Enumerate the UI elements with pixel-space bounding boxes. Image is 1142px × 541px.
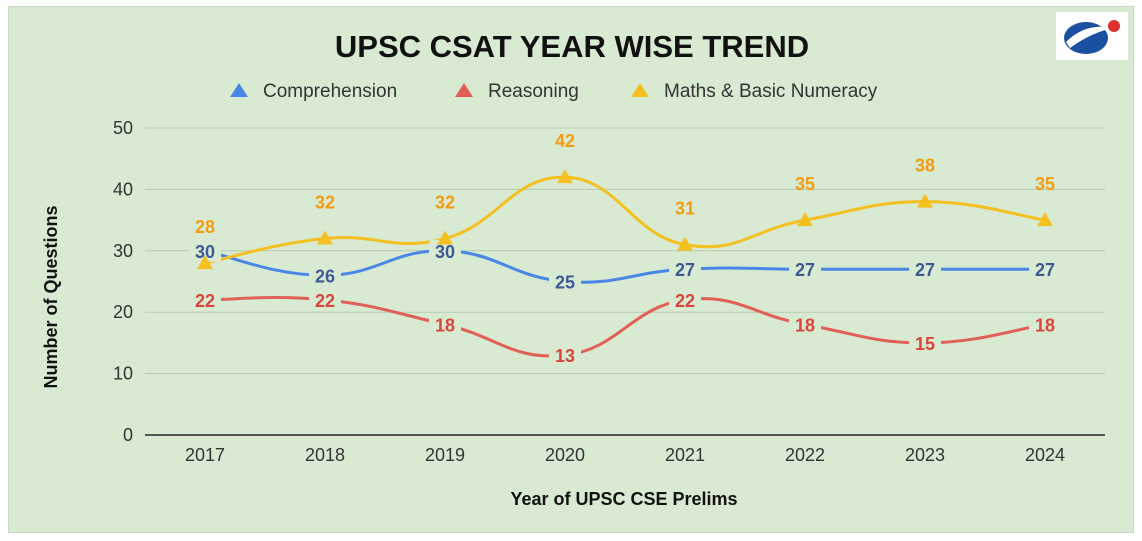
data-label: 13 [555, 346, 575, 366]
grid [145, 127, 1105, 436]
x-axis-title: Year of UPSC CSE Prelims [510, 489, 737, 509]
chart-frame: UPSC CSAT YEAR WISE TREND Comprehension R… [8, 6, 1134, 533]
data-label-bg [429, 313, 461, 336]
data-label: 18 [1035, 315, 1055, 335]
series-line [204, 296, 1046, 358]
y-tick-label: 0 [123, 425, 133, 445]
data-point [1037, 212, 1053, 227]
series-line [204, 175, 1046, 265]
data-label: 38 [915, 156, 935, 176]
series-points [189, 151, 1061, 367]
x-tick-label: 2017 [185, 445, 225, 465]
data-label: 27 [675, 260, 695, 280]
data-label: 26 [315, 266, 335, 286]
data-label-bg [909, 258, 941, 281]
data-label-bg [1029, 258, 1061, 281]
x-tick-label: 2018 [305, 445, 345, 465]
chart-title: UPSC CSAT YEAR WISE TREND [335, 29, 809, 64]
y-tick-label: 20 [113, 302, 133, 322]
data-label: 27 [915, 260, 935, 280]
y-tick-label: 10 [113, 364, 133, 384]
data-label-bg [789, 258, 821, 281]
y-tick-label: 30 [113, 241, 133, 261]
data-label-bg [189, 288, 221, 311]
x-axis: 2017 2018 2019 2020 2021 2022 2023 2024 [185, 445, 1065, 465]
x-tick-label: 2024 [1025, 445, 1065, 465]
data-label: 18 [435, 315, 455, 335]
y-axis: 0 10 20 30 40 50 [113, 118, 133, 445]
legend-label: Comprehension [263, 81, 397, 102]
data-label: 18 [795, 315, 815, 335]
x-tick-label: 2023 [905, 445, 945, 465]
legend-marker [631, 83, 649, 97]
legend-marker [455, 83, 473, 97]
data-point [197, 255, 213, 270]
legend-label: Reasoning [488, 81, 579, 102]
y-tick-label: 40 [113, 179, 133, 199]
data-label-bg [549, 270, 581, 293]
data-label: 25 [555, 273, 575, 293]
data-labels: 30 26 30 25 27 27 27 27 22 22 18 13 22 18 15 18 28 32 32 42… [195, 131, 1055, 366]
data-label-bg [309, 264, 341, 287]
data-point [437, 230, 453, 245]
data-label-bg [549, 344, 581, 367]
data-label-bg [309, 288, 341, 311]
x-tick-label: 2022 [785, 445, 825, 465]
data-point [917, 193, 933, 208]
data-label-bg [1029, 313, 1061, 336]
data-label: 22 [195, 291, 215, 311]
data-label: 15 [915, 334, 935, 354]
x-tick-label: 2019 [425, 445, 465, 465]
y-tick-label: 50 [113, 118, 133, 138]
data-label-bg [669, 258, 701, 281]
data-label-bg [789, 313, 821, 336]
data-label: 42 [555, 131, 575, 151]
data-label: 35 [1035, 174, 1055, 194]
data-label: 35 [795, 174, 815, 194]
data-label: 32 [315, 193, 335, 213]
data-label: 31 [675, 199, 695, 219]
data-label: 27 [1035, 260, 1055, 280]
legend: Comprehension Reasoning Maths & Basic Nume… [230, 81, 878, 102]
data-label: 27 [795, 260, 815, 280]
data-point [317, 230, 333, 245]
data-label: 30 [195, 242, 215, 262]
data-label: 28 [195, 217, 215, 237]
data-label: 22 [675, 291, 695, 311]
data-point [677, 236, 693, 251]
data-label: 32 [435, 193, 455, 213]
legend-marker [230, 83, 248, 97]
brand-logo-icon [1056, 12, 1128, 60]
data-label: 22 [315, 291, 335, 311]
data-label-bg [669, 288, 701, 311]
legend-label: Maths & Basic Numeracy [664, 81, 878, 102]
x-tick-label: 2021 [665, 445, 705, 465]
data-point [557, 169, 573, 184]
y-axis-title: Number of Questions [41, 205, 61, 388]
data-point [797, 212, 813, 227]
data-label-bg [429, 239, 461, 262]
chart: UPSC CSAT YEAR WISE TREND Comprehension R… [41, 29, 1105, 509]
data-label: 30 [435, 242, 455, 262]
x-tick-label: 2020 [545, 445, 585, 465]
data-label-bg [909, 331, 941, 354]
